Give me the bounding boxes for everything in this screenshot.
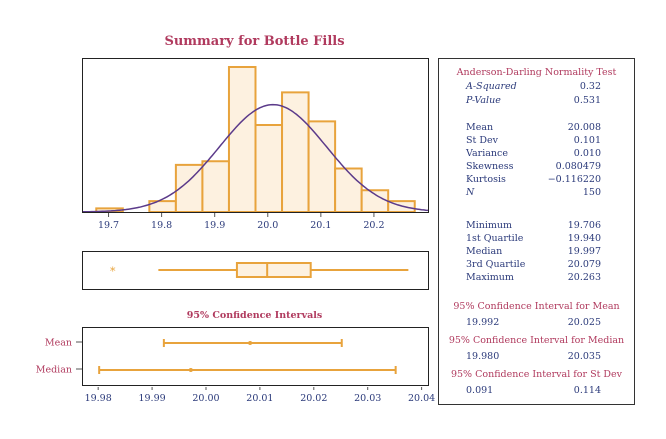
ci-panel [82, 327, 429, 386]
moment-value: 0.080479 [555, 161, 601, 172]
quantile-label: 3rd Quartile [466, 259, 526, 270]
ci-low: 19.980 [466, 351, 500, 362]
box-outlier: * [110, 265, 116, 278]
quantiles-box: Minimum 19.706 1st Quartile 19.940 Median 1… [438, 211, 635, 294]
x-tick-label: 20.1 [310, 220, 331, 231]
ci-y-labels: Mean Median [36, 338, 82, 376]
ci-high: 0.114 [573, 385, 601, 396]
x-tick-label: 19.8 [151, 220, 172, 231]
histogram-bar [334, 167, 363, 212]
moment-label: Kurtosis [466, 174, 506, 185]
ci-low: 0.091 [466, 385, 494, 396]
anderson-darling-box: Anderson-Darling Normality Test A-Square… [438, 58, 635, 115]
ad-value: 0.531 [573, 95, 601, 106]
moment-label: St Dev [466, 135, 498, 146]
ci-high: 20.025 [567, 317, 601, 328]
moment-label: Skewness [466, 161, 514, 172]
ad-title: Anderson-Darling Normality Test [456, 67, 617, 78]
ci-x-tick-label: 19.99 [138, 393, 165, 404]
quantile-value: 20.263 [567, 272, 601, 283]
ci-heading: 95% Confidence Interval for Median [448, 335, 625, 346]
boxplot-chart: * [110, 262, 409, 278]
moments-box: Mean 20.008 St Dev 0.101 Variance 0.010 Ske… [438, 113, 635, 212]
x-tick-label: 19.9 [204, 220, 225, 231]
moment-label: Variance [466, 148, 508, 159]
ad-label: A-Squared [466, 81, 517, 92]
ci-low: 19.992 [466, 317, 500, 328]
ci-x-tick-label: 20.03 [354, 393, 381, 404]
ci-high: 20.035 [567, 351, 601, 362]
quantile-value: 19.706 [567, 220, 601, 231]
normal-curve [83, 103, 428, 212]
chart-title: Summary for Bottle Fills [164, 34, 345, 49]
ci-x-tick-label: 20.04 [408, 393, 435, 404]
histogram-panel [82, 58, 429, 213]
boxplot-panel: * [82, 251, 429, 290]
histogram-bar [227, 66, 257, 212]
quantile-label: 1st Quartile [466, 233, 524, 244]
histogram-bar [281, 91, 310, 212]
ci-x-tick-label: 19.98 [85, 393, 112, 404]
ad-value: 0.32 [579, 81, 601, 92]
ci-heading: 95% Confidence Interval for St Dev [450, 369, 623, 380]
ci-center [248, 341, 253, 345]
quantile-label: Minimum [466, 220, 513, 231]
moment-value: 0.010 [573, 148, 601, 159]
quantile-value: 20.079 [567, 259, 601, 270]
ci-x-axis: 19.98 19.99 20.00 20.01 20.02 20.03 20.04 [85, 387, 435, 404]
ci-x-tick-label: 20.00 [192, 393, 219, 404]
ci-x-tick-label: 20.01 [246, 393, 273, 404]
ci-chart-title: 95% Confidence Intervals [186, 310, 323, 321]
moment-label: N [466, 187, 475, 198]
histogram-x-axis: 19.7 19.8 19.9 20.0 20.1 20.2 [98, 213, 385, 231]
ci-row-label: Mean [45, 338, 72, 349]
ci-chart [98, 339, 397, 374]
moment-value: 150 [582, 187, 601, 198]
quantile-label: Maximum [466, 272, 514, 283]
histogram-bar [307, 120, 337, 212]
ci-center [188, 368, 193, 372]
x-tick-label: 19.7 [98, 220, 119, 231]
ci-row-label: Median [36, 365, 72, 376]
quantile-value: 19.940 [567, 233, 601, 244]
ad-label: P-Value [466, 95, 501, 106]
ci-x-tick-label: 20.02 [300, 393, 327, 404]
histogram-bar [254, 124, 284, 212]
quantile-label: Median [466, 246, 503, 257]
x-tick-label: 20.0 [257, 220, 278, 231]
moment-value: 20.008 [567, 122, 601, 133]
ci-heading: 95% Confidence Interval for Mean [453, 301, 620, 312]
moment-value: 0.101 [573, 135, 601, 146]
histogram-chart [83, 66, 428, 212]
moment-label: Mean [466, 122, 494, 133]
histogram-bar [201, 160, 230, 212]
confidence-box: 95% Confidence Interval for Mean 19.992 … [438, 293, 635, 405]
moment-value: −0.116220 [547, 174, 601, 185]
quantile-value: 19.997 [567, 246, 601, 257]
x-tick-label: 20.2 [363, 220, 384, 231]
box-iqr [235, 262, 312, 278]
